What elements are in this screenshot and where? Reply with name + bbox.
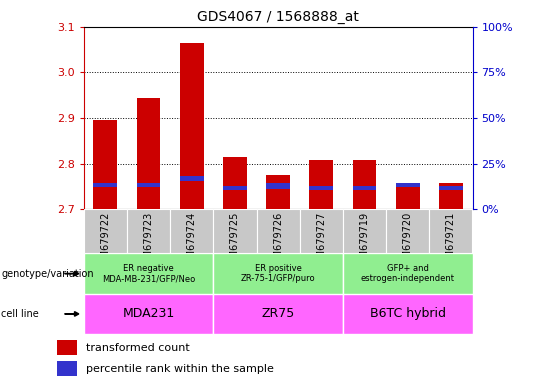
Title: GDS4067 / 1568888_at: GDS4067 / 1568888_at (197, 10, 359, 25)
Bar (266, 175, 290, 209)
Text: cell line: cell line (1, 309, 39, 319)
Text: GSM679723: GSM679723 (144, 212, 153, 271)
Bar (353, 160, 376, 209)
Bar (309, 160, 333, 209)
Text: GSM679721: GSM679721 (446, 212, 456, 271)
Text: ZR75: ZR75 (261, 308, 295, 320)
Text: GSM679722: GSM679722 (100, 212, 110, 271)
Bar (84, 294, 213, 334)
Text: genotype/variation: genotype/variation (1, 268, 94, 279)
Bar (57, 340, 78, 355)
Bar (309, 185, 333, 190)
Bar (170, 209, 213, 253)
Text: GSM679725: GSM679725 (230, 212, 240, 271)
Text: MDA231: MDA231 (123, 308, 174, 320)
Bar (213, 209, 256, 253)
Bar (213, 294, 343, 334)
Bar (84, 209, 127, 253)
Bar (266, 183, 290, 189)
Text: percentile rank within the sample: percentile rank within the sample (86, 364, 274, 374)
Text: GSM679727: GSM679727 (316, 212, 326, 271)
Bar (396, 183, 420, 209)
Bar (439, 183, 463, 209)
Bar (429, 209, 472, 253)
Bar (386, 209, 429, 253)
Bar (93, 183, 117, 187)
Bar (127, 209, 170, 253)
Bar (256, 209, 300, 253)
Bar (180, 43, 204, 209)
Bar (439, 185, 463, 190)
Bar (343, 209, 386, 253)
Bar (300, 209, 343, 253)
Bar (353, 185, 376, 190)
Text: GSM679719: GSM679719 (360, 212, 369, 271)
Bar (223, 185, 247, 190)
Text: GSM679720: GSM679720 (403, 212, 413, 271)
Text: transformed count: transformed count (86, 343, 190, 353)
Text: ER positive
ZR-75-1/GFP/puro: ER positive ZR-75-1/GFP/puro (241, 264, 315, 283)
Bar (343, 253, 472, 294)
Bar (84, 253, 213, 294)
Text: B6TC hybrid: B6TC hybrid (370, 308, 446, 320)
Bar (57, 361, 78, 376)
Bar (223, 157, 247, 209)
Bar (343, 294, 472, 334)
Bar (93, 120, 117, 209)
Bar (180, 177, 204, 181)
Bar (396, 183, 420, 187)
Text: GFP+ and
estrogen-independent: GFP+ and estrogen-independent (361, 264, 455, 283)
Bar (137, 98, 160, 209)
Text: GSM679724: GSM679724 (187, 212, 197, 271)
Bar (213, 253, 343, 294)
Bar (137, 183, 160, 187)
Text: GSM679726: GSM679726 (273, 212, 283, 271)
Text: ER negative
MDA-MB-231/GFP/Neo: ER negative MDA-MB-231/GFP/Neo (102, 264, 195, 283)
